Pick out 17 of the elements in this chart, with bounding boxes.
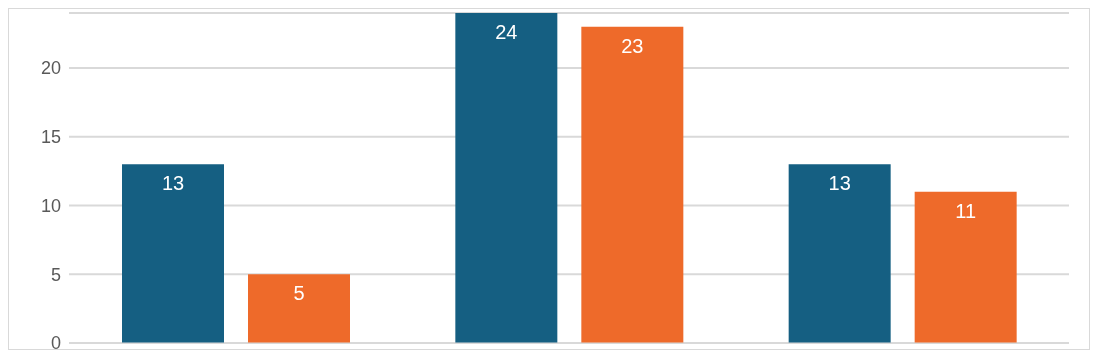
bar xyxy=(914,191,1017,343)
data-label: 24 xyxy=(495,21,518,44)
y-tick-label: 0 xyxy=(50,333,61,350)
y-tick-label: 15 xyxy=(40,127,61,148)
data-label: 23 xyxy=(621,34,644,57)
y-tick-label: 20 xyxy=(40,58,61,79)
bar xyxy=(455,13,558,343)
y-tick-label: 10 xyxy=(40,195,61,216)
data-label: 11 xyxy=(955,199,977,222)
data-label: 13 xyxy=(828,172,851,195)
data-label: 13 xyxy=(161,172,185,195)
bar xyxy=(122,164,224,343)
bar xyxy=(581,26,684,343)
data-label: 5 xyxy=(293,282,305,305)
bar xyxy=(788,164,891,343)
bar xyxy=(248,274,350,343)
y-tick-label: 5 xyxy=(50,264,61,285)
